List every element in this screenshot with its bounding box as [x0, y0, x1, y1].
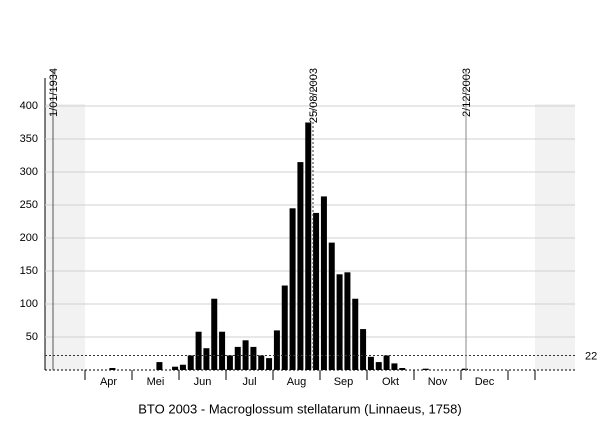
bar [250, 346, 257, 370]
bar [273, 330, 280, 370]
bar [258, 355, 265, 370]
bar [313, 212, 320, 370]
threshold-label: 22 [585, 350, 597, 362]
bar [109, 368, 116, 370]
bar [297, 162, 304, 370]
bar [281, 285, 288, 370]
date-marker-label: 25/08/2003 [308, 68, 320, 123]
y-tick-label: 350 [20, 133, 38, 145]
x-tick-label: Jun [194, 376, 212, 388]
bar [352, 298, 359, 370]
bar [305, 122, 312, 370]
bar [422, 368, 429, 370]
bar [367, 356, 374, 370]
bar [187, 355, 194, 370]
bar [360, 329, 367, 370]
bar [203, 348, 210, 370]
chart-title: BTO 2003 - Macroglossum stellatarum (Lin… [138, 401, 461, 416]
shaded-region [45, 104, 85, 370]
bar [156, 362, 163, 370]
bar [211, 298, 218, 370]
y-tick-label: 300 [20, 166, 38, 178]
x-tick-label: Aug [287, 376, 307, 388]
bar [172, 366, 179, 370]
x-tick-label: Nov [428, 376, 448, 388]
x-tick-label: Mei [147, 376, 165, 388]
shaded-region [535, 104, 575, 370]
bar [391, 363, 398, 370]
y-tick-label: 50 [26, 331, 38, 343]
date-marker-label: 2/12/2003 [461, 68, 473, 117]
bar [399, 368, 406, 370]
bar [226, 355, 233, 370]
bar [195, 331, 202, 370]
bar [179, 364, 186, 370]
bar [375, 362, 382, 370]
bar [320, 196, 327, 370]
y-tick-label: 200 [20, 232, 38, 244]
y-tick-label: 400 [20, 100, 38, 112]
x-tick-label: Dec [475, 376, 495, 388]
bar [328, 242, 335, 370]
bar [383, 355, 390, 370]
bar [336, 274, 343, 370]
x-tick-label: Apr [100, 376, 117, 388]
x-tick-label: Sep [334, 376, 354, 388]
y-tick-label: 150 [20, 265, 38, 277]
bar [344, 272, 351, 370]
x-tick-label: Okt [382, 376, 399, 388]
bar [234, 346, 241, 370]
y-tick-label: 100 [20, 298, 38, 310]
date-marker-label: 1/01/1934 [48, 68, 60, 117]
bar [266, 358, 273, 370]
bar [219, 331, 226, 370]
bar [461, 368, 468, 370]
y-tick-label: 250 [20, 199, 38, 211]
x-tick-label: Jul [242, 376, 256, 388]
bar [289, 208, 296, 370]
